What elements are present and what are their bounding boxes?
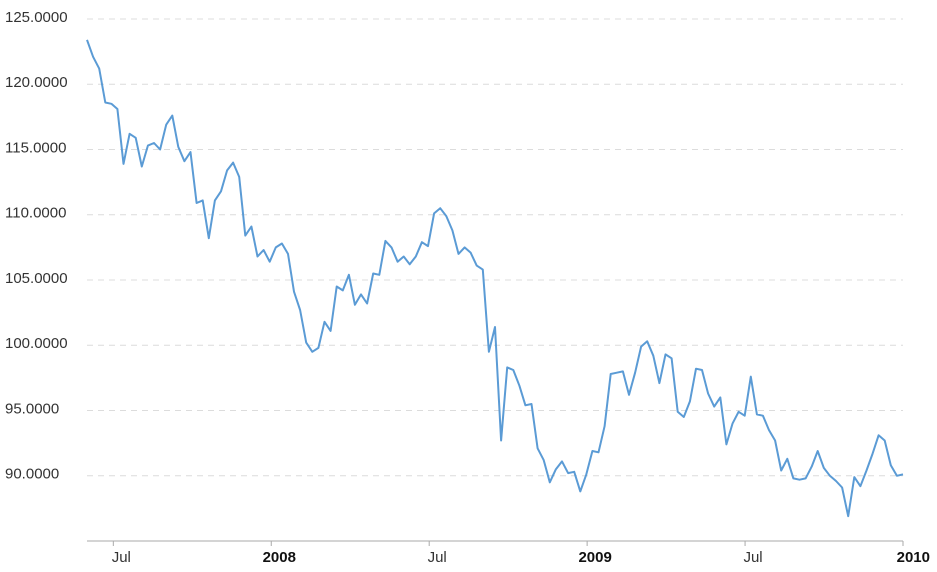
y-tick-label: 115.0000 bbox=[5, 139, 66, 156]
y-tick-label: 100.0000 bbox=[5, 335, 68, 352]
x-tick-label: Jul bbox=[428, 549, 447, 566]
x-tick-label: 2010 bbox=[897, 549, 930, 566]
y-tick-label: 90.0000 bbox=[5, 466, 59, 483]
x-tick-label: Jul bbox=[112, 549, 131, 566]
y-tick-label: 95.0000 bbox=[5, 400, 59, 417]
y-tick-label: 120.0000 bbox=[5, 74, 68, 91]
price-line bbox=[86, 39, 904, 518]
x-tick-label: Jul bbox=[743, 549, 762, 566]
y-tick-label: 125.0000 bbox=[5, 9, 68, 26]
x-tick-label: 2009 bbox=[578, 549, 611, 566]
y-tick-label: 105.0000 bbox=[5, 270, 68, 287]
x-tick-label: 2008 bbox=[263, 549, 296, 566]
y-tick-label: 110.0000 bbox=[5, 205, 66, 222]
